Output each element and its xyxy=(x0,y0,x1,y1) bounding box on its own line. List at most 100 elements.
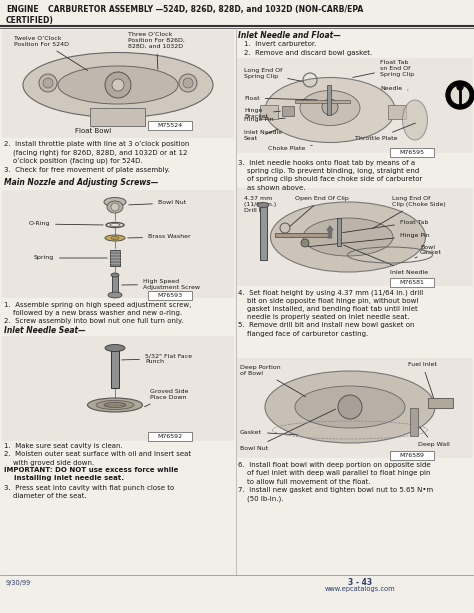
Bar xyxy=(410,408,418,436)
Ellipse shape xyxy=(295,386,405,428)
Bar xyxy=(390,278,434,287)
Ellipse shape xyxy=(300,91,360,126)
Ellipse shape xyxy=(111,273,119,277)
Text: Throttle Plate: Throttle Plate xyxy=(356,123,415,141)
Text: Deep Wall: Deep Wall xyxy=(418,427,450,447)
Ellipse shape xyxy=(265,77,395,142)
Text: Float Tab: Float Tab xyxy=(343,219,428,232)
Text: Bowl Nut: Bowl Nut xyxy=(129,200,186,205)
Ellipse shape xyxy=(107,201,123,213)
Text: CERTIFIED): CERTIFIED) xyxy=(6,16,54,25)
Bar xyxy=(112,275,118,295)
Text: 5/32" Flat Face
Punch: 5/32" Flat Face Punch xyxy=(122,353,192,364)
Text: Hinge Pin: Hinge Pin xyxy=(244,118,285,123)
Ellipse shape xyxy=(58,66,178,104)
Circle shape xyxy=(322,99,338,115)
Bar xyxy=(148,291,192,300)
Bar xyxy=(260,205,267,260)
Ellipse shape xyxy=(105,345,125,351)
Text: M76595: M76595 xyxy=(400,150,425,155)
Text: Choke Plate: Choke Plate xyxy=(268,145,312,151)
Bar xyxy=(148,432,192,441)
Text: Float Bowl: Float Bowl xyxy=(75,128,111,134)
Text: Bowl
Gasket: Bowl Gasket xyxy=(415,245,442,258)
Bar xyxy=(428,398,453,408)
Text: M76581: M76581 xyxy=(400,280,424,285)
Text: IMPORTANT: DO NOT use excess force while
    installing inlet needle seat.: IMPORTANT: DO NOT use excess force while… xyxy=(4,467,178,481)
Text: 9/30/99: 9/30/99 xyxy=(6,580,31,586)
Text: CARBURETOR ASSEMBLY —524D, 826D, 828D, and 1032D (NON-CARB/EPA: CARBURETOR ASSEMBLY —524D, 826D, 828D, a… xyxy=(48,5,363,14)
Text: Gasket: Gasket xyxy=(240,430,297,435)
Text: Twelve O’Clock
Position For 524D: Twelve O’Clock Position For 524D xyxy=(14,36,88,70)
Text: Groved Side
Place Down: Groved Side Place Down xyxy=(145,389,188,407)
Text: Needle: Needle xyxy=(380,85,408,91)
Bar xyxy=(295,100,350,103)
Text: Brass Washer: Brass Washer xyxy=(128,235,191,240)
Bar xyxy=(390,451,434,460)
Text: Bowl Nut: Bowl Nut xyxy=(240,409,336,451)
Circle shape xyxy=(338,395,362,419)
Circle shape xyxy=(446,81,474,109)
Circle shape xyxy=(105,72,131,98)
Bar xyxy=(390,148,434,157)
Ellipse shape xyxy=(271,202,426,272)
Text: 1.  Invert carburetor.: 1. Invert carburetor. xyxy=(244,41,316,47)
Text: 3.  Inlet needle hooks onto float tab by means of a
    spring clip. To prevent : 3. Inlet needle hooks onto float tab by … xyxy=(238,160,422,191)
Ellipse shape xyxy=(88,398,143,412)
Ellipse shape xyxy=(111,237,119,240)
Text: Hinge Pin: Hinge Pin xyxy=(308,234,429,246)
Ellipse shape xyxy=(105,235,125,241)
Text: 2.  Install throttle plate with line at 3 o’clock position
    (facing right) fo: 2. Install throttle plate with line at 3… xyxy=(4,141,190,173)
Circle shape xyxy=(301,239,309,247)
Ellipse shape xyxy=(104,403,126,408)
Text: High Speed
Adjustment Screw: High Speed Adjustment Screw xyxy=(122,279,200,290)
Text: Hinge
Bracket: Hinge Bracket xyxy=(244,108,280,119)
Ellipse shape xyxy=(265,371,435,443)
Bar xyxy=(2,30,234,138)
Text: Float: Float xyxy=(244,96,317,101)
Text: 2.  Remove and discard bowl gasket.: 2. Remove and discard bowl gasket. xyxy=(244,50,372,56)
Text: M76589: M76589 xyxy=(400,453,425,458)
Bar xyxy=(327,85,331,115)
Text: Fuel Inlet: Fuel Inlet xyxy=(408,362,437,399)
Circle shape xyxy=(39,74,57,92)
Text: Float Tab
sn End Of
Spring Clip: Float Tab sn End Of Spring Clip xyxy=(353,60,414,77)
Text: M76593: M76593 xyxy=(157,293,182,298)
Text: M76592: M76592 xyxy=(157,434,182,439)
Ellipse shape xyxy=(23,53,213,118)
Text: Main Nozzle and Adjusting Screws—: Main Nozzle and Adjusting Screws— xyxy=(4,178,158,187)
Text: O-Ring: O-Ring xyxy=(28,221,103,226)
Bar xyxy=(2,336,234,441)
Text: Inlet Needle
Seat: Inlet Needle Seat xyxy=(244,129,282,141)
Text: 4.37 mm
(11/64 in.)
Drill Bit: 4.37 mm (11/64 in.) Drill Bit xyxy=(244,196,276,223)
Bar xyxy=(282,106,294,116)
Text: Spring: Spring xyxy=(34,256,107,261)
Ellipse shape xyxy=(104,197,126,207)
Text: 1.  Assemble spring on high speed adjustment screw,
    followed by a new brass : 1. Assemble spring on high speed adjustm… xyxy=(4,302,191,324)
Text: Open End Of Clip: Open End Of Clip xyxy=(290,196,349,226)
Bar xyxy=(388,105,406,119)
Bar xyxy=(260,105,278,119)
Circle shape xyxy=(457,84,463,90)
Text: 1.  Make sure seat cavity is clean.
2.  Moisten outer seat surface with oil and : 1. Make sure seat cavity is clean. 2. Mo… xyxy=(4,443,191,465)
Text: 3 - 43: 3 - 43 xyxy=(348,578,372,587)
Ellipse shape xyxy=(108,292,122,298)
Circle shape xyxy=(179,74,197,92)
Ellipse shape xyxy=(257,202,269,207)
Bar xyxy=(110,250,120,266)
Circle shape xyxy=(111,203,119,211)
Text: Long End Of
Spring Clip: Long End Of Spring Clip xyxy=(244,68,302,82)
FancyArrow shape xyxy=(327,226,333,238)
Text: M75524: M75524 xyxy=(157,123,182,128)
Circle shape xyxy=(43,78,53,88)
Text: 6.  Install float bowl with deep portion on opposite side
    of fuel inlet with: 6. Install float bowl with deep portion … xyxy=(238,462,433,501)
Text: Inlet Needle: Inlet Needle xyxy=(344,245,428,275)
Ellipse shape xyxy=(402,100,428,140)
Bar xyxy=(90,108,145,126)
Ellipse shape xyxy=(96,400,134,409)
Bar xyxy=(237,358,473,458)
Bar xyxy=(275,233,330,237)
Text: 3.  Press seat into cavity with flat punch close to
    diameter of the seat.: 3. Press seat into cavity with flat punc… xyxy=(4,485,174,499)
Bar xyxy=(337,218,341,246)
Ellipse shape xyxy=(303,218,393,256)
